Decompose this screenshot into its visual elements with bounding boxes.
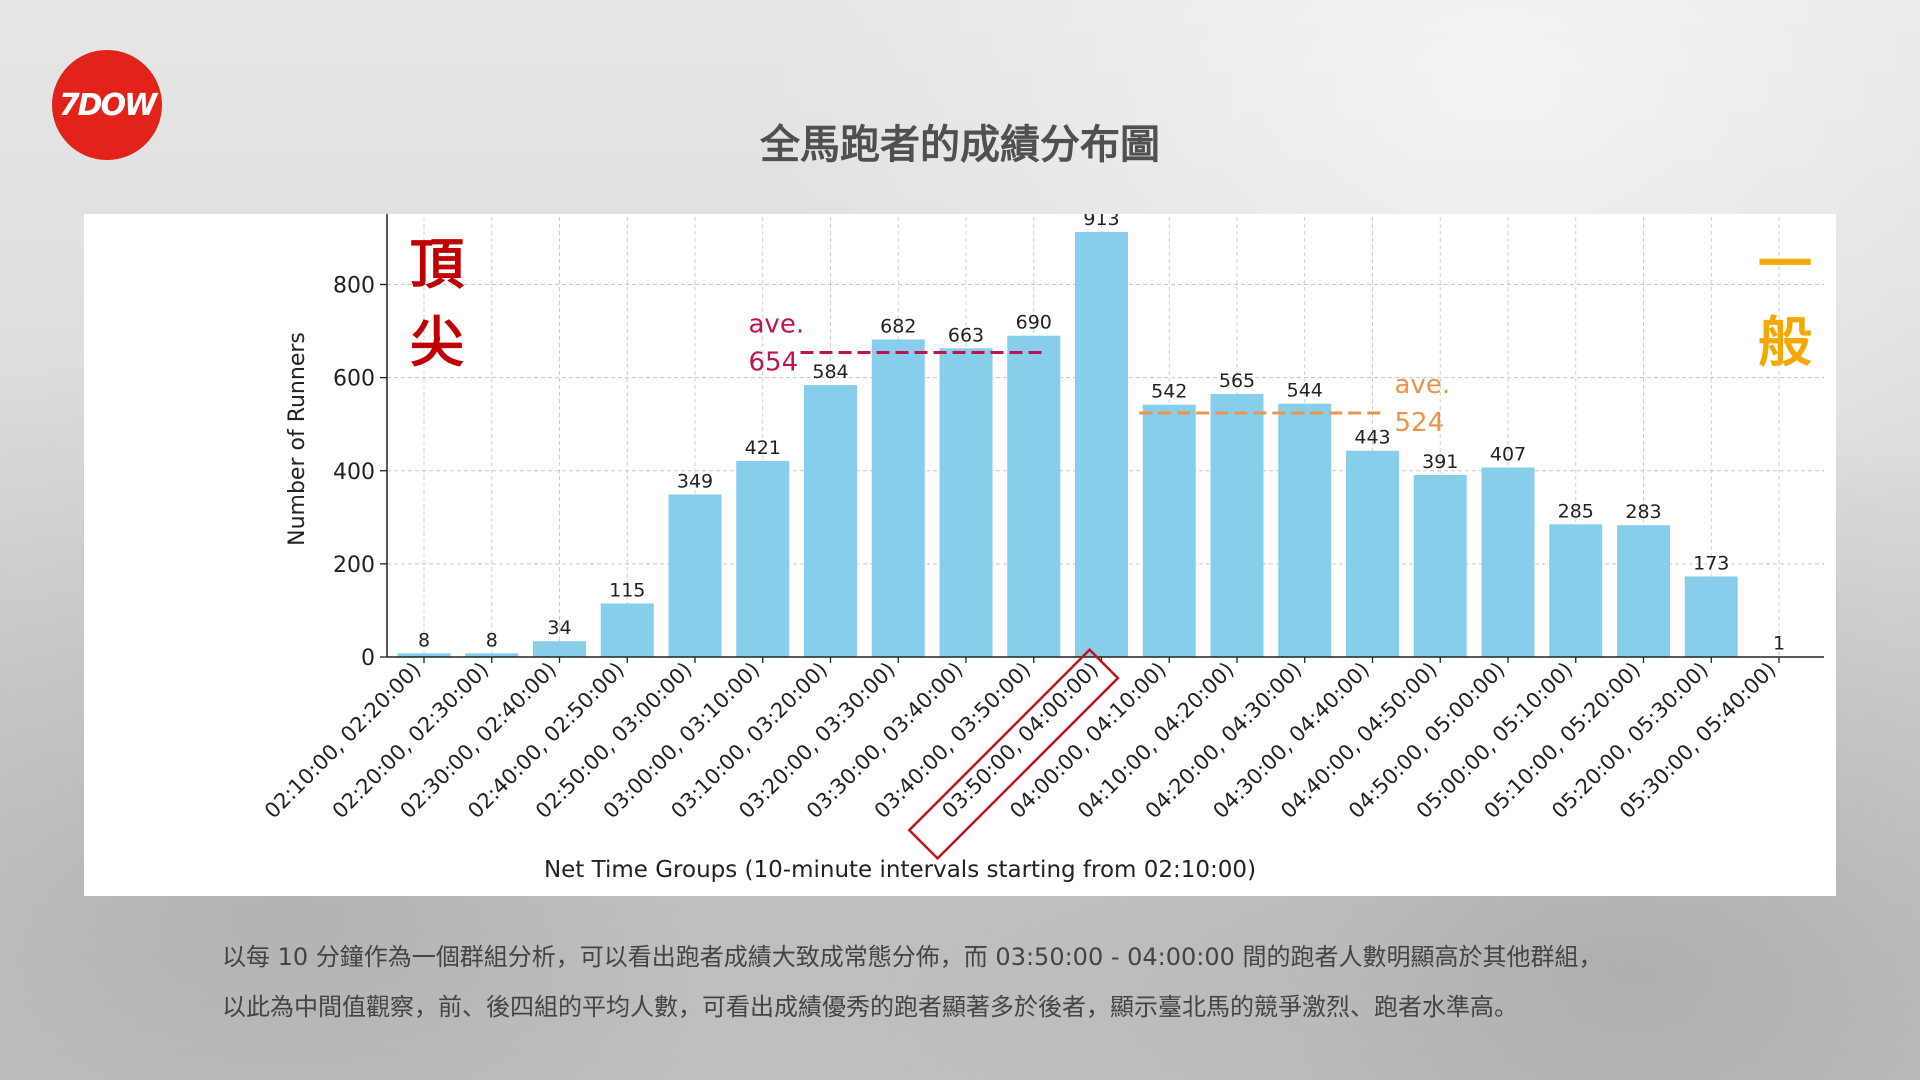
bar-value-label: 690: [1016, 312, 1052, 334]
bar: [1549, 524, 1603, 657]
bar: [533, 641, 586, 657]
bar-value-label: 34: [547, 617, 571, 639]
general-runners-label: 一般: [1758, 233, 1812, 374]
bar-value-label: 565: [1219, 370, 1255, 392]
bars: [397, 231, 1806, 658]
bar: [736, 460, 790, 657]
y-tick-label: 600: [333, 367, 375, 392]
bar-value-label: 173: [1693, 552, 1729, 574]
y-tick-label: 0: [361, 646, 375, 671]
bar: [804, 385, 857, 657]
bar: [1075, 231, 1128, 657]
average-label-value: 524: [1395, 408, 1445, 438]
bar: [1278, 403, 1332, 657]
page-title: 全馬跑者的成績分布圖: [760, 122, 1160, 168]
bar: [939, 348, 993, 657]
bar: [1007, 335, 1061, 657]
brand-logo: 7DOW: [52, 50, 162, 160]
bar-value-label: 8: [486, 629, 498, 651]
summary-line-1: 以每 10 分鐘作為一個群組分析，可以看出跑者成績大致成常態分佈，而 03:50…: [222, 943, 1603, 971]
bar: [1413, 474, 1467, 657]
bar: [668, 494, 722, 657]
y-tick-label: 200: [333, 553, 375, 578]
average-label-text: ave.: [1395, 370, 1451, 400]
bar-value-label: 1: [1773, 633, 1785, 655]
y-axis-title: Number of Runners: [285, 332, 310, 546]
bar-value-label: 443: [1354, 427, 1390, 449]
bar: [1346, 450, 1399, 657]
summary-line-2: 以此為中間值觀察，前、後四組的平均人數，可看出成績優秀的跑者顯著多於後者，顯示臺…: [222, 993, 1518, 1021]
bar-value-label: 8: [418, 629, 430, 651]
bar: [1617, 525, 1670, 657]
bar-value-label: 115: [609, 579, 645, 601]
bar-value-label: 544: [1287, 380, 1323, 402]
bar-value-label: 285: [1558, 500, 1594, 522]
brand-logo-text: 7DOW: [58, 87, 157, 123]
bar-value-label: 913: [1083, 214, 1119, 230]
average-lines: ave. 654 ave. 524: [749, 309, 1451, 438]
bar-value-label: 349: [677, 470, 713, 492]
bar-value-label: 391: [1422, 451, 1458, 473]
bar-value-label: 682: [880, 315, 916, 337]
bar-value-label: 584: [812, 361, 848, 383]
bar-value-label: 663: [948, 324, 984, 346]
bar: [1210, 393, 1264, 657]
bar-value-label: 407: [1490, 443, 1526, 465]
bar-value-label: 283: [1625, 501, 1661, 523]
summary-text: 以每 10 分鐘作為一個群組分析，可以看出跑者成績大致成常態分佈，而 03:50…: [222, 932, 1822, 1032]
top-runners-label: 頂尖: [410, 233, 464, 374]
bar: [871, 339, 925, 657]
average-label-text: ave.: [749, 309, 805, 339]
x-axis-title: Net Time Groups (10-minute intervals sta…: [544, 857, 1256, 883]
highlight-box: [907, 648, 1120, 861]
bar: [1481, 467, 1535, 657]
bar: [397, 653, 451, 657]
chart-card: 0 200 400 600 800 02:10:00, 02:20:00) 02:20:00…: [84, 214, 1836, 896]
y-tick-label: 800: [333, 274, 375, 299]
y-tick-label: 400: [333, 460, 375, 485]
bar-value-label: 542: [1151, 381, 1187, 403]
bar: [1142, 404, 1196, 657]
average-label-value: 654: [749, 347, 799, 377]
bar: [1684, 576, 1738, 657]
bar-value-label: 421: [745, 437, 781, 459]
labels: 8 8 34 115 349 421 584 682 663 690 913 542 565 544 443…: [418, 214, 1785, 655]
bar: [600, 603, 654, 657]
bar: [465, 653, 519, 657]
